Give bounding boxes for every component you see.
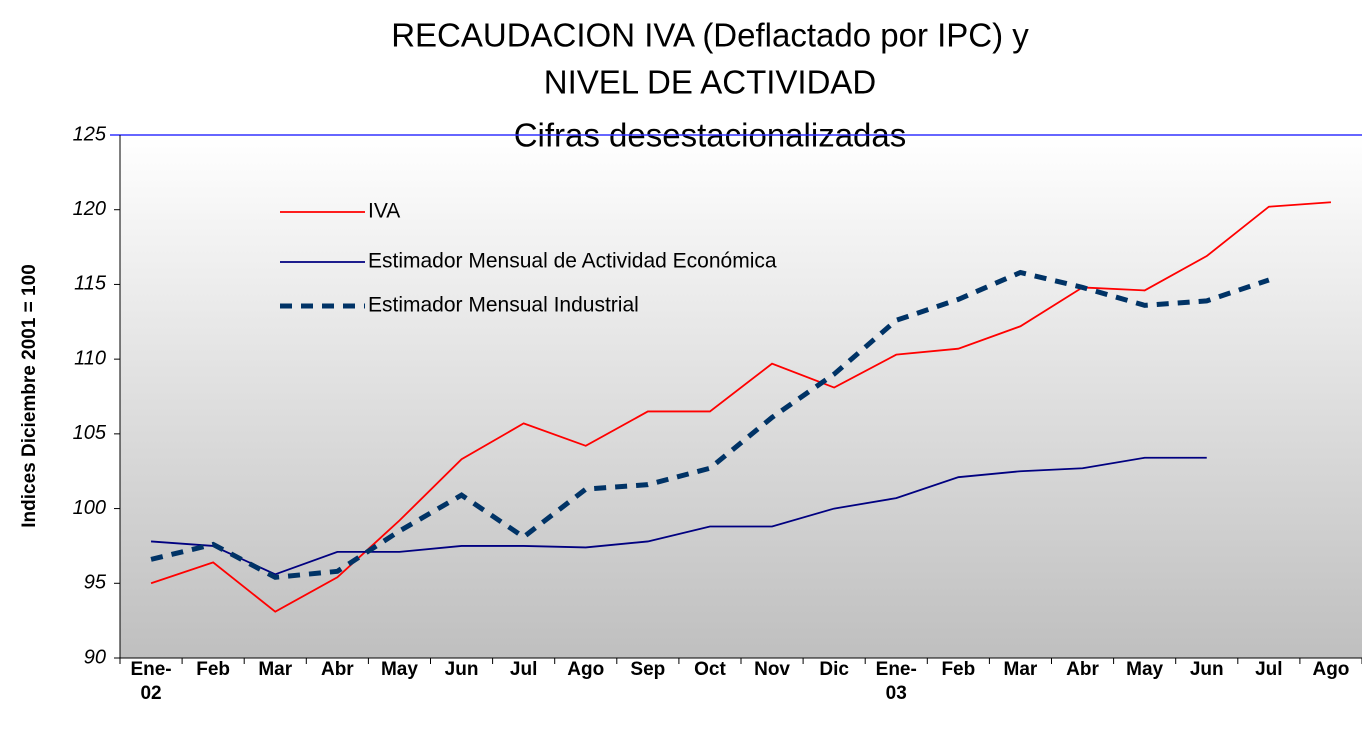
- x-tick-label: Jun: [1189, 659, 1224, 680]
- legend-label: Estimador Mensual Industrial: [368, 294, 639, 317]
- series-line: [150, 201, 1332, 613]
- x-tick-label: Jul: [509, 659, 538, 680]
- x-tick-label: Abr: [320, 659, 354, 680]
- y-axis-label: Indices Diciembre 2001 = 100: [19, 264, 40, 528]
- legend-label: Estimador Mensual de Actividad Económica: [368, 250, 777, 273]
- x-tick-label: Ene- 02: [130, 659, 172, 704]
- x-tick-label: Sep: [630, 659, 666, 680]
- y-tick-label: 120: [73, 198, 106, 220]
- y-tick-label: 90: [84, 646, 106, 668]
- chart-title: NIVEL DE ACTIVIDAD: [544, 64, 877, 101]
- x-tick-label: May: [1126, 659, 1164, 680]
- y-tick-label: 95: [84, 572, 107, 594]
- x-tick-label: Jun: [444, 659, 479, 680]
- series-line: [150, 456, 1207, 576]
- x-tick-label: Ene- 03: [875, 659, 917, 704]
- x-tick-label: Jul: [1255, 659, 1283, 680]
- x-tick-label: Ago: [1312, 659, 1350, 680]
- series-line: [150, 269, 1270, 580]
- x-tick-label: Feb: [196, 659, 231, 680]
- x-tick-label: Dic: [819, 659, 849, 680]
- x-tick-label: Nov: [754, 659, 790, 680]
- x-tick-label: Ago: [567, 659, 605, 680]
- x-tick-label: Mar: [1003, 659, 1038, 680]
- x-tick-label: Mar: [258, 659, 293, 680]
- x-tick-label: Oct: [694, 659, 726, 680]
- y-tick-label: 115: [74, 273, 107, 295]
- plot-area: [120, 135, 1362, 658]
- y-tick-label: 100: [73, 497, 106, 519]
- y-tick-label: 105: [73, 422, 107, 444]
- y-tick-label: 110: [74, 347, 106, 369]
- legend-label: IVA: [368, 200, 400, 223]
- x-tick-label: Feb: [941, 659, 976, 680]
- chart-title: RECAUDACION IVA (Deflactado por IPC) y: [391, 17, 1029, 54]
- y-tick-label: 125: [73, 123, 107, 145]
- x-tick-label: May: [380, 659, 418, 680]
- x-tick-label: Abr: [1066, 659, 1099, 680]
